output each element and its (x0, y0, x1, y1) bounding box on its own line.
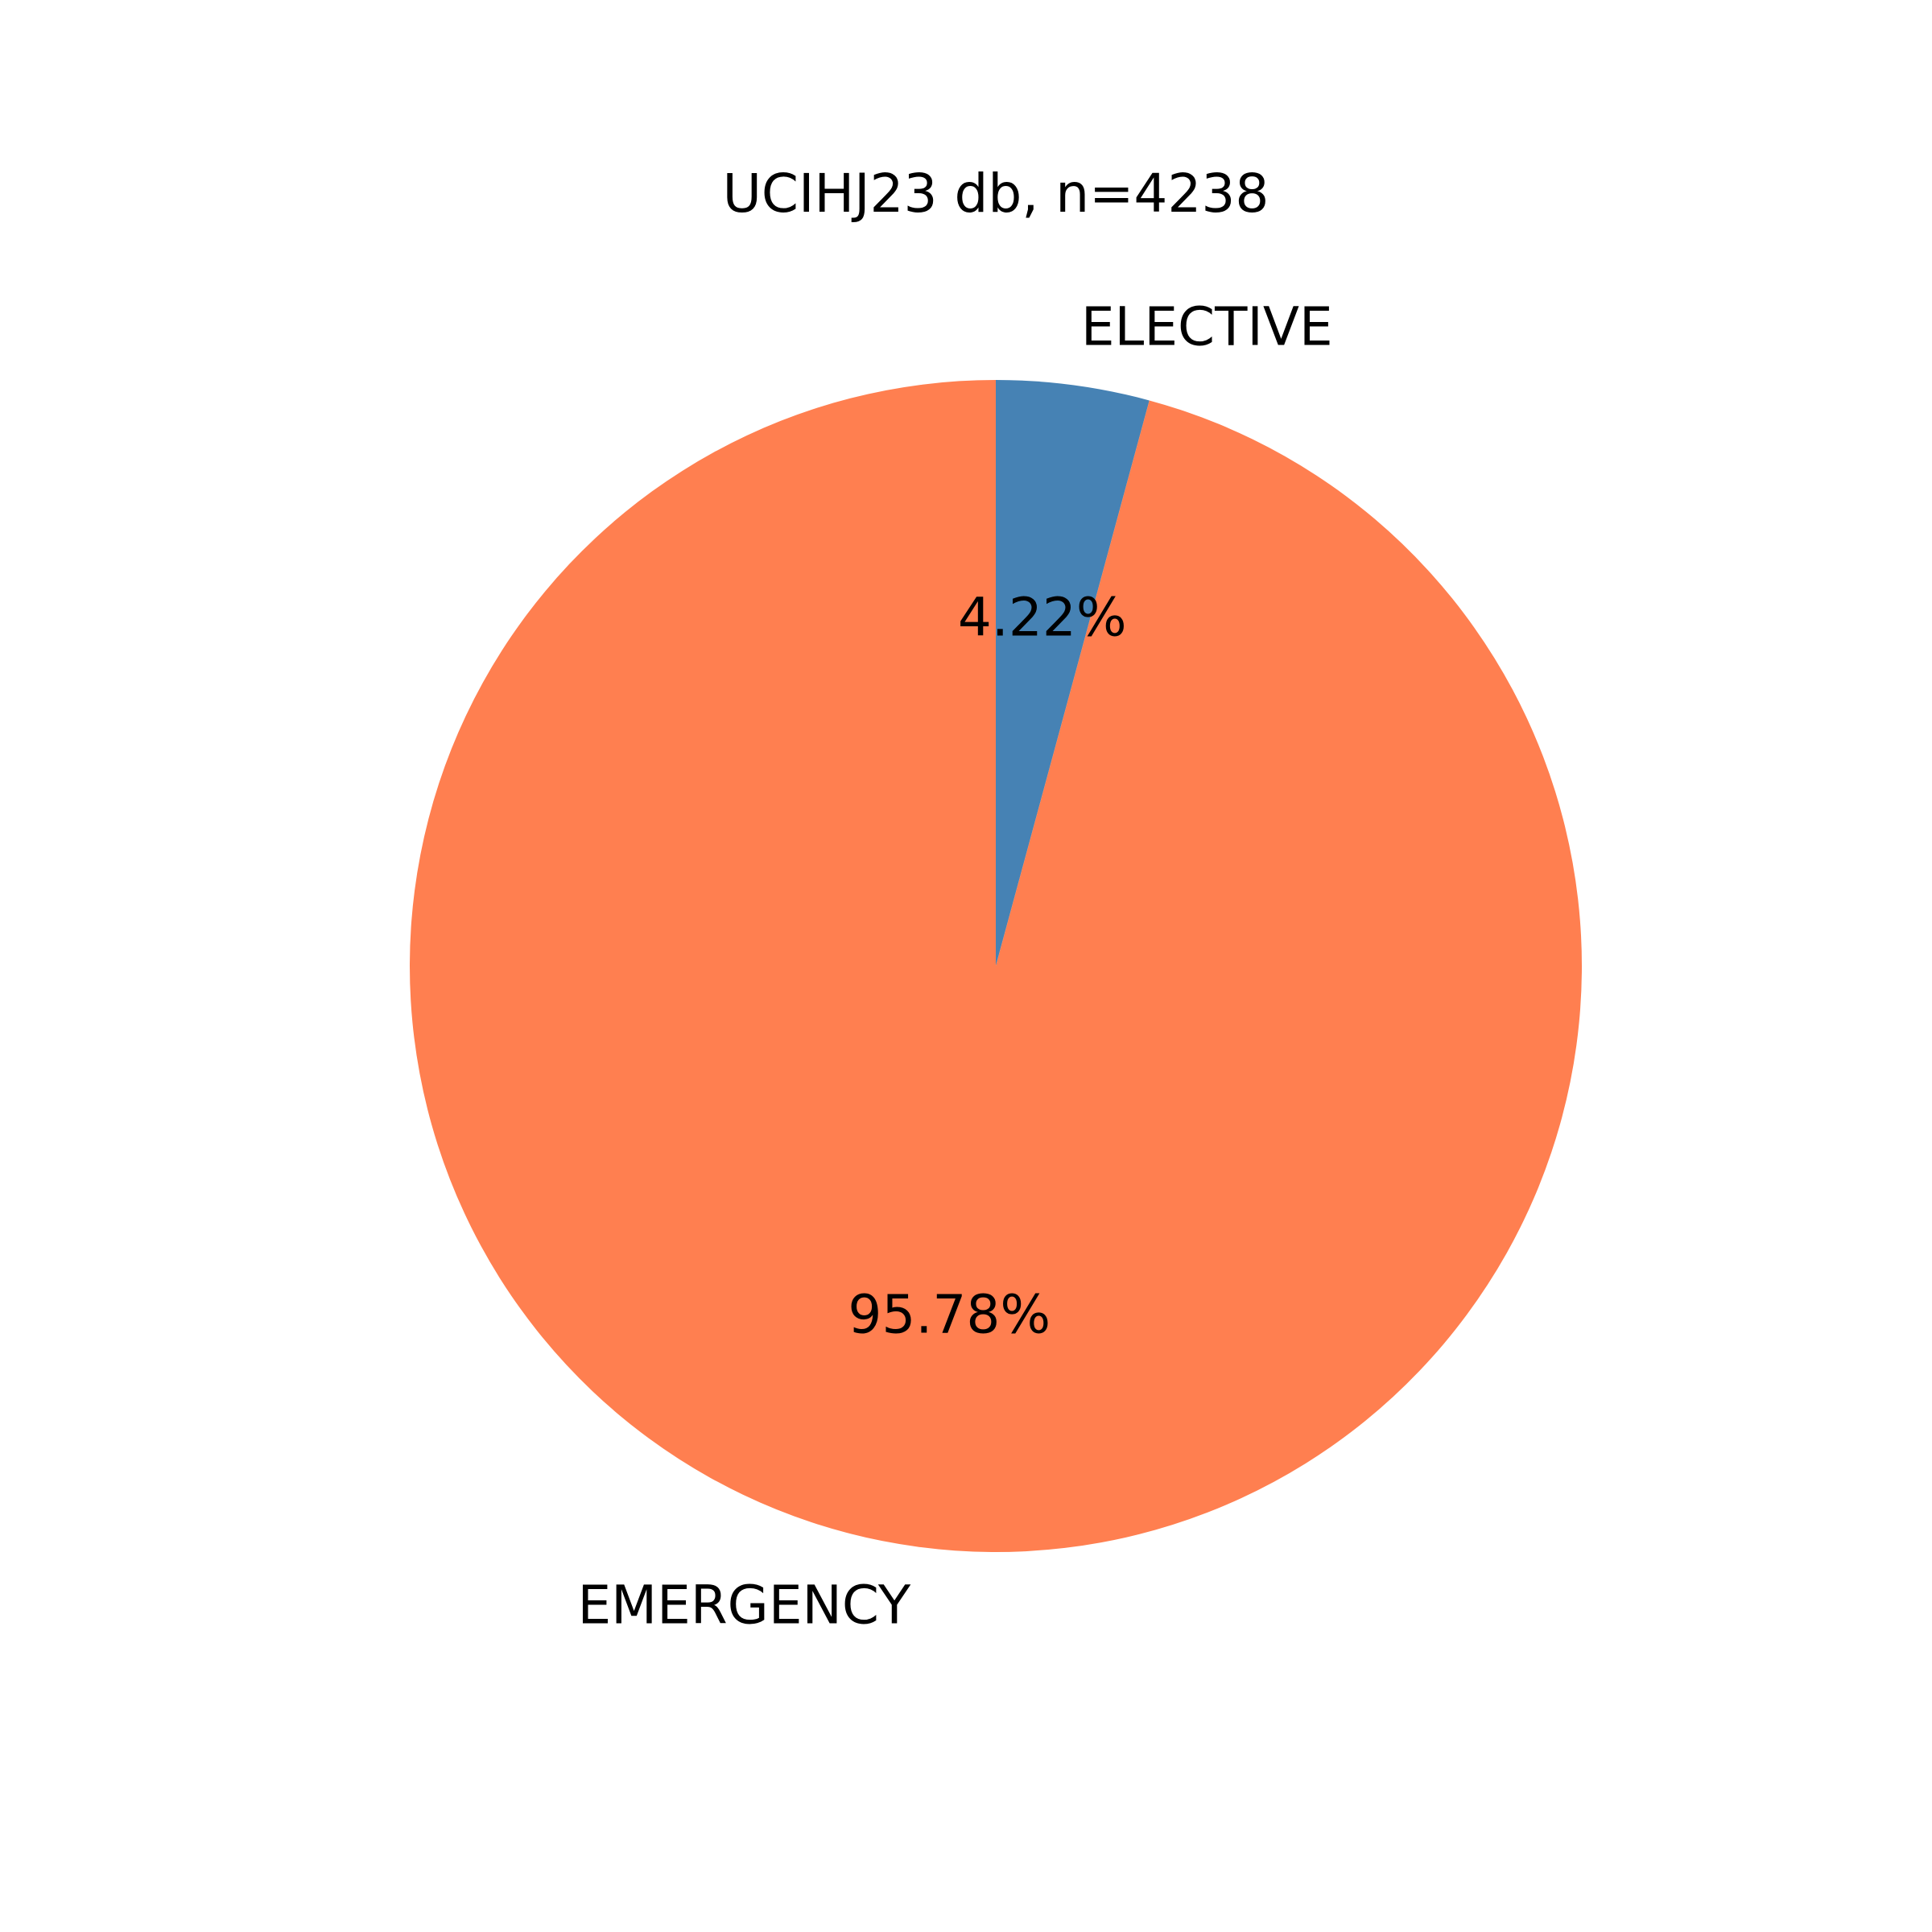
pct-label-emergency: 95.78% (848, 1283, 1051, 1345)
chart-title: UCIHJ23 db, n=4238 (723, 163, 1269, 225)
pie-slice-elective (996, 380, 1150, 966)
pie-slices (409, 380, 1582, 1552)
slice-label-emergency: EMERGENCY (577, 1574, 910, 1636)
pie-slice-emergency (409, 380, 1582, 1552)
pie-labels: 4.22% ELECTIVE 95.78% EMERGENCY (577, 296, 1332, 1637)
pct-label-elective: 4.22% (958, 587, 1127, 649)
slice-label-elective: ELECTIVE (1081, 296, 1333, 358)
